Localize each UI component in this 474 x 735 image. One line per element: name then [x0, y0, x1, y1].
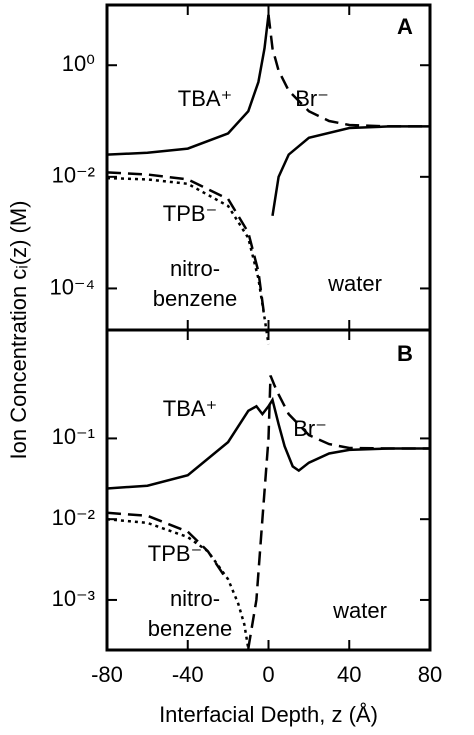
series-line — [106, 375, 430, 649]
annotation: water — [327, 271, 382, 296]
y-tick-label: 10⁻³ — [52, 586, 95, 611]
series-label: Br⁻ — [293, 416, 327, 441]
annotation: benzene — [153, 286, 237, 311]
annotation: B — [397, 341, 413, 366]
y-tick-label: 10⁻¹ — [52, 424, 95, 449]
series-label: TBA⁺ — [163, 396, 217, 421]
y-tick-label: 10⁻⁴ — [49, 274, 95, 299]
x-tick-label: 0 — [262, 662, 274, 687]
series-label: TPB⁻ — [163, 201, 217, 226]
series-line — [106, 176, 270, 345]
annotation: A — [397, 14, 413, 39]
series-label: TBA⁺ — [178, 86, 232, 111]
annotation: benzene — [148, 616, 232, 641]
x-axis-label: Interfacial Depth, z (Å) — [159, 702, 378, 727]
x-tick-label: 40 — [337, 662, 361, 687]
annotation: water — [332, 598, 387, 623]
series-line — [106, 14, 430, 216]
y-tick-label: 10⁻² — [52, 163, 95, 188]
annotation: nitro- — [170, 586, 220, 611]
x-tick-label: -40 — [172, 662, 204, 687]
x-tick-label: 80 — [418, 662, 442, 687]
x-tick-label: -80 — [91, 662, 123, 687]
y-axis-label: Ion Concentration cᵢ(z) (M) — [6, 201, 31, 460]
series-label: Br⁻ — [295, 86, 329, 111]
series-line — [106, 14, 430, 318]
series-label: TPB⁻ — [148, 541, 202, 566]
annotation: nitro- — [170, 256, 220, 281]
y-tick-label: 10⁻² — [52, 505, 95, 530]
series-line — [106, 396, 430, 490]
y-tick-label: 10⁰ — [62, 51, 95, 76]
